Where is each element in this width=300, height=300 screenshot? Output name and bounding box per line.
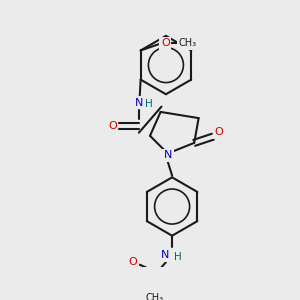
Text: CH₃: CH₃ — [146, 292, 164, 300]
Text: N: N — [135, 98, 143, 108]
Text: CH₃: CH₃ — [178, 38, 196, 48]
Text: O: O — [129, 257, 138, 267]
Text: O: O — [161, 38, 170, 48]
Text: H: H — [174, 252, 182, 262]
Text: N: N — [164, 150, 172, 160]
Text: O: O — [108, 121, 117, 130]
Text: N: N — [161, 250, 169, 260]
Text: O: O — [214, 127, 223, 137]
Text: H: H — [145, 99, 152, 110]
